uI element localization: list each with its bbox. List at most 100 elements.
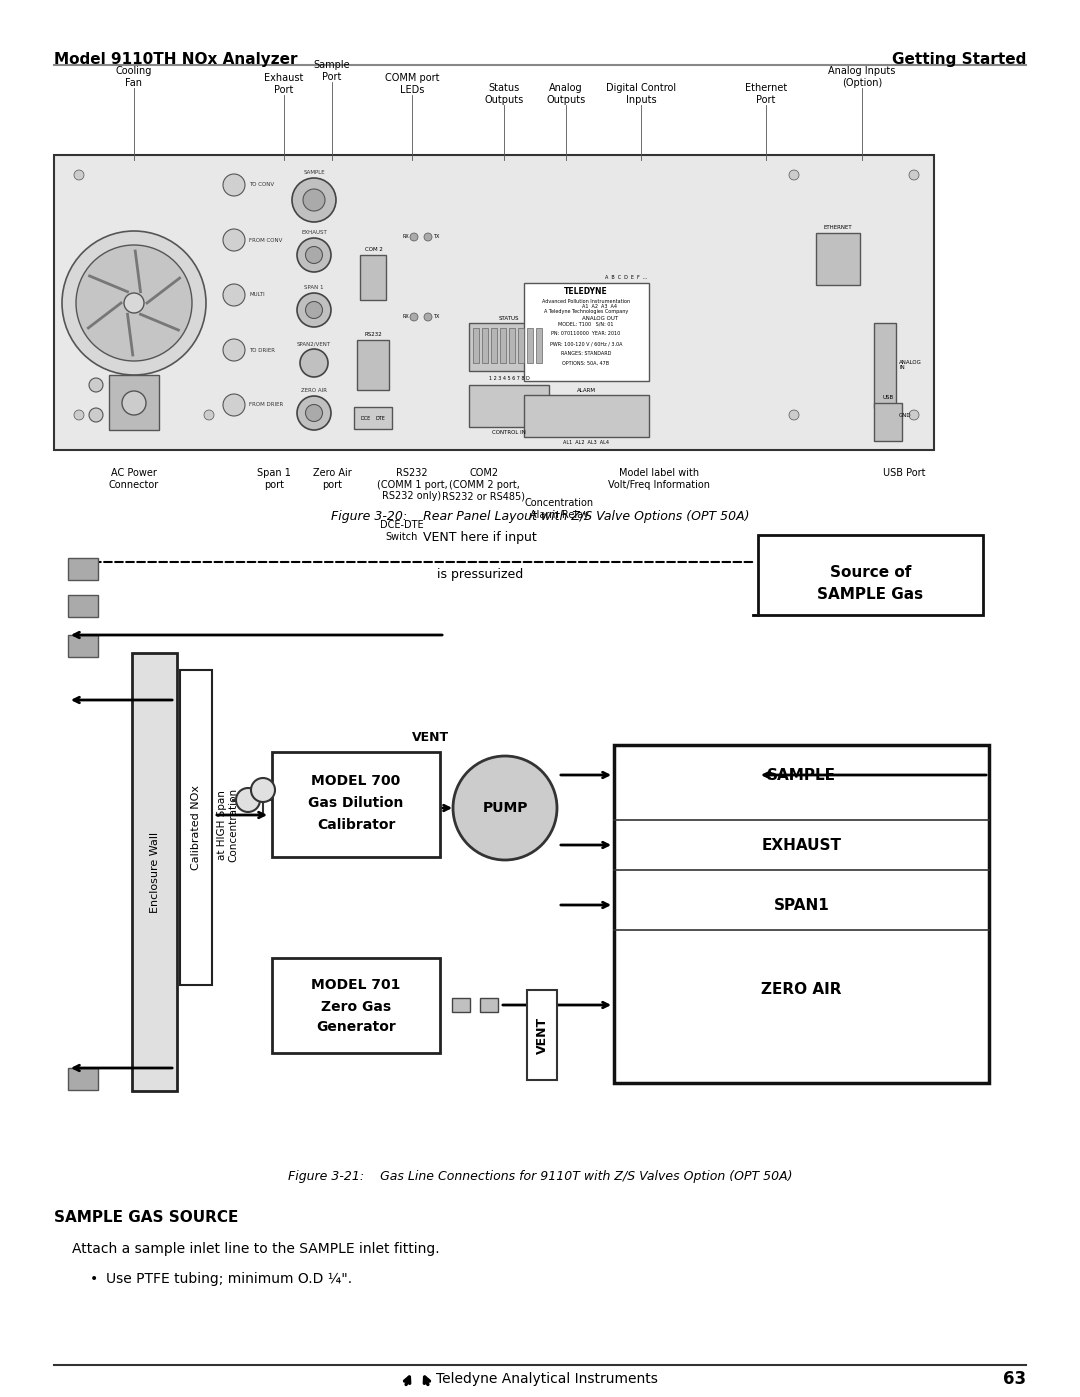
Text: PUMP: PUMP [483, 800, 528, 814]
Text: Figure 3-21:    Gas Line Connections for 9110T with Z/S Valves Option (OPT 50A): Figure 3-21: Gas Line Connections for 91… [287, 1171, 793, 1183]
Text: ETHERNET: ETHERNET [824, 225, 852, 231]
Text: A Teledyne Technologies Company: A Teledyne Technologies Company [544, 309, 629, 314]
Text: AL1  AL2  AL3  AL4: AL1 AL2 AL3 AL4 [563, 440, 609, 446]
Text: RS232
(COMM 1 port,
RS232 only): RS232 (COMM 1 port, RS232 only) [377, 468, 447, 502]
Circle shape [292, 177, 336, 222]
Bar [132, 652, 177, 1091]
Circle shape [204, 409, 214, 420]
Text: VENT: VENT [411, 731, 448, 745]
Text: Zero Gas: Zero Gas [321, 1000, 391, 1014]
Bar [68, 557, 98, 580]
Bar [536, 328, 542, 363]
Text: ZERO AIR: ZERO AIR [761, 982, 841, 997]
Circle shape [789, 170, 799, 180]
Text: at HIGH Span
Concentration: at HIGH Span Concentration [217, 788, 239, 862]
Circle shape [222, 175, 245, 196]
Text: Calibrator: Calibrator [316, 819, 395, 833]
Text: is pressurized: is pressurized [437, 569, 523, 581]
Circle shape [222, 339, 245, 360]
Bar [527, 990, 557, 1080]
Bar [524, 284, 649, 381]
Circle shape [300, 349, 328, 377]
Text: SAMPLE GAS SOURCE: SAMPLE GAS SOURCE [54, 1210, 239, 1225]
Circle shape [297, 293, 330, 327]
Bar [482, 328, 488, 363]
Bar [357, 339, 389, 390]
Bar [272, 958, 440, 1053]
Bar [469, 386, 549, 427]
Text: TELEDYNE: TELEDYNE [564, 286, 608, 296]
Circle shape [251, 778, 275, 802]
Circle shape [122, 391, 146, 415]
Bar [469, 323, 549, 372]
Text: EXHAUST: EXHAUST [301, 231, 327, 235]
Text: Gas Dilution: Gas Dilution [308, 796, 404, 810]
Text: ALARM: ALARM [577, 388, 595, 393]
Text: Model 9110TH NOx Analyzer: Model 9110TH NOx Analyzer [54, 52, 297, 67]
Text: Cooling
Fan: Cooling Fan [116, 67, 152, 88]
Text: MODEL 701: MODEL 701 [311, 978, 401, 992]
Text: •: • [90, 1273, 98, 1287]
Text: ZERO AIR: ZERO AIR [301, 388, 327, 393]
Text: OPTIONS: 50A, 47B: OPTIONS: 50A, 47B [563, 360, 609, 366]
Text: EXHAUST: EXHAUST [761, 837, 841, 852]
Text: Analog
Outputs: Analog Outputs [546, 84, 585, 105]
Circle shape [424, 313, 432, 321]
Bar [354, 407, 392, 429]
Text: Concentration
Alarm Relay: Concentration Alarm Relay [525, 497, 594, 520]
Text: Generator: Generator [316, 1020, 396, 1034]
Circle shape [909, 409, 919, 420]
Text: 63: 63 [1003, 1370, 1026, 1389]
Bar [524, 395, 649, 437]
Bar [874, 402, 902, 441]
Text: CONTROL IN: CONTROL IN [492, 430, 526, 434]
Bar [564, 323, 636, 360]
Circle shape [75, 409, 84, 420]
Bar [272, 752, 440, 856]
Circle shape [297, 395, 330, 430]
Text: RX: RX [402, 314, 409, 320]
Text: Enclosure Wall: Enclosure Wall [149, 831, 160, 912]
Text: Use PTFE tubing; minimum O.D ¼".: Use PTFE tubing; minimum O.D ¼". [106, 1273, 352, 1287]
Text: AC Power
Connector: AC Power Connector [109, 468, 159, 489]
Text: MODEL: T100   S/N: 01: MODEL: T100 S/N: 01 [558, 321, 613, 326]
Text: RX: RX [402, 235, 409, 239]
Circle shape [222, 394, 245, 416]
Circle shape [222, 284, 245, 306]
Bar [480, 997, 498, 1011]
Text: DCE: DCE [361, 415, 372, 420]
Bar [109, 374, 159, 430]
Text: A  B  C  D  E  F  ...: A B C D E F ... [605, 275, 647, 279]
Text: ANALOG OUT: ANALOG OUT [582, 316, 618, 321]
Circle shape [76, 244, 192, 360]
Text: TO CONV: TO CONV [249, 183, 274, 187]
Text: Figure 3-20:    Rear Panel Layout with Z/S Valve Options (OPT 50A): Figure 3-20: Rear Panel Layout with Z/S … [330, 510, 750, 522]
Circle shape [303, 189, 325, 211]
Circle shape [789, 409, 799, 420]
Bar [615, 745, 989, 1083]
Circle shape [89, 379, 103, 393]
Bar [360, 256, 386, 300]
Text: Source of: Source of [829, 564, 912, 580]
Circle shape [306, 405, 323, 422]
Text: SPAN2/VENT: SPAN2/VENT [297, 341, 332, 346]
Circle shape [410, 233, 418, 242]
Text: SPAN 1: SPAN 1 [305, 285, 324, 291]
Text: RANGES: STANDARD: RANGES: STANDARD [561, 351, 611, 356]
Circle shape [306, 246, 323, 264]
Text: ANALOG
IN: ANALOG IN [899, 359, 922, 370]
Circle shape [222, 229, 245, 251]
Circle shape [297, 237, 330, 272]
Text: FROM CONV: FROM CONV [249, 237, 282, 243]
Circle shape [306, 302, 323, 319]
Circle shape [75, 170, 84, 180]
Text: Analog Inputs
(Option): Analog Inputs (Option) [828, 67, 895, 88]
Text: Zero Air
port: Zero Air port [312, 468, 351, 489]
Bar [758, 535, 983, 615]
Circle shape [62, 231, 206, 374]
Text: Attach a sample inlet line to the SAMPLE inlet fitting.: Attach a sample inlet line to the SAMPLE… [72, 1242, 440, 1256]
Text: USB Port: USB Port [882, 468, 926, 478]
Circle shape [410, 313, 418, 321]
Text: VENT: VENT [536, 1017, 549, 1053]
Text: DCE-DTE
Switch: DCE-DTE Switch [380, 520, 423, 542]
